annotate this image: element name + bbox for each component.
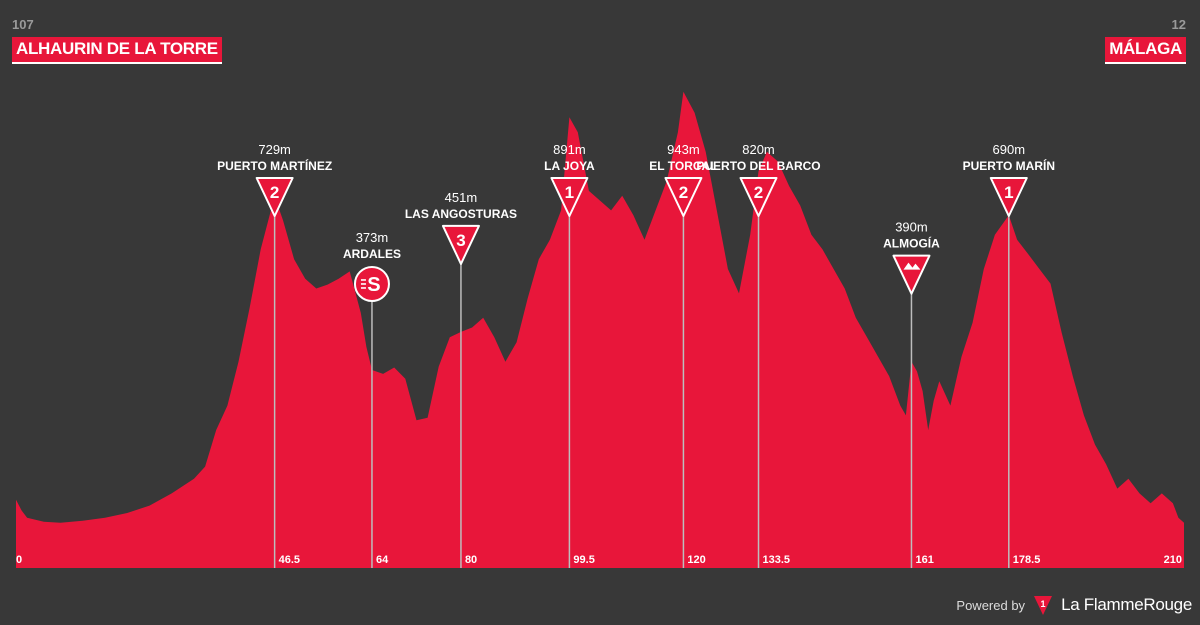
climb-marker: 2 EL TORCAL 943m [649, 142, 718, 568]
x-tick-label: 46.5 [279, 554, 300, 566]
climb-category-icon [441, 224, 480, 265]
climb-category-number: 2 [679, 183, 688, 202]
flame-rouge-logo-icon: 1 [1034, 596, 1053, 615]
climb-name: LA JOYA [544, 159, 595, 173]
x-tick-label: 210 [1164, 554, 1182, 566]
climb-name: PUERTO MARTÍNEZ [217, 158, 332, 173]
start-label: 107 ALHAURIN DE LA TORRE [12, 18, 222, 64]
x-tick-label: 0 [16, 554, 22, 566]
climb-category-icon [664, 177, 703, 217]
climb-altitude: 390m [895, 220, 928, 235]
climb-name: ARDALES [343, 247, 401, 261]
climb-altitude: 891m [553, 142, 586, 157]
climb-category-number: 1 [1004, 183, 1013, 202]
elevation-profile-area [16, 91, 1184, 553]
climb-category-number: 2 [270, 183, 279, 202]
climb-category-number: 3 [456, 231, 465, 250]
x-tick-label: 80 [465, 554, 477, 566]
brand-name: La FlammeRouge [1061, 595, 1192, 615]
brand-name-part-a: La Flamme [1061, 595, 1144, 614]
sprint-icon-letter: S [367, 274, 380, 296]
climb-altitude: 729m [258, 142, 291, 157]
footer-branding: Powered by 1 La FlammeRouge [956, 593, 1192, 617]
start-elevation: 107 [12, 17, 34, 32]
powered-by-text: Powered by [956, 597, 1026, 613]
finish-label: 12 MÁLAGA [1105, 18, 1186, 64]
svg-text:1: 1 [1041, 599, 1046, 609]
climb-category-number: 1 [565, 183, 574, 202]
climb-category-icon [892, 254, 931, 295]
climb-altitude: 690m [993, 142, 1026, 157]
climb-category-icon [255, 177, 294, 217]
climb-marker: 1 LA JOYA 891m [544, 142, 595, 568]
x-tick-label: 120 [687, 554, 705, 566]
sprint-icon [353, 265, 390, 302]
climb-name: EL TORCAL [649, 159, 717, 173]
climb-category-icon [550, 177, 589, 217]
x-tick-label: 161 [915, 554, 933, 566]
climb-name: ALMOGÍA [883, 236, 940, 251]
climb-marker: 2 PUERTO DEL BARCO 820m [696, 142, 821, 568]
climb-altitude: 451m [445, 190, 478, 205]
climb-name: PUERTO MARÍN [963, 158, 1055, 173]
climb-altitude: 373m [356, 230, 389, 245]
finish-elevation: 12 [1171, 17, 1186, 32]
x-tick-label: 133.5 [763, 554, 791, 566]
climb-category-icon [739, 177, 778, 217]
profile-base-band [16, 552, 1184, 568]
brand-name-part-b: Rouge [1143, 595, 1192, 614]
climb-altitude: 820m [742, 142, 775, 157]
climb-marker: S ARDALES 373m [343, 230, 401, 568]
climb-altitude: 943m [667, 142, 700, 157]
climb-category-icon [989, 177, 1028, 217]
start-town: ALHAURIN DE LA TORRE [12, 37, 222, 64]
x-tick-label: 99.5 [573, 554, 594, 566]
x-tick-label: 64 [376, 554, 389, 566]
x-tick-label: 178.5 [1013, 554, 1041, 566]
mountain-icon [903, 262, 921, 270]
finish-town: MÁLAGA [1105, 37, 1186, 64]
climb-name: LAS ANGOSTURAS [405, 207, 517, 221]
climb-name: PUERTO DEL BARCO [696, 159, 820, 173]
climb-category-number: 2 [754, 183, 763, 202]
climb-marker: 3 LAS ANGOSTURAS 451m [405, 190, 517, 568]
